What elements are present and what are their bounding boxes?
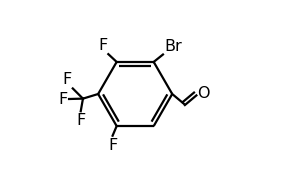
Text: O: O [197, 86, 210, 101]
Text: F: F [63, 72, 72, 87]
Text: Br: Br [164, 39, 182, 54]
Text: F: F [59, 92, 68, 106]
Text: F: F [76, 113, 86, 128]
Text: F: F [108, 138, 117, 153]
Text: F: F [98, 38, 107, 53]
